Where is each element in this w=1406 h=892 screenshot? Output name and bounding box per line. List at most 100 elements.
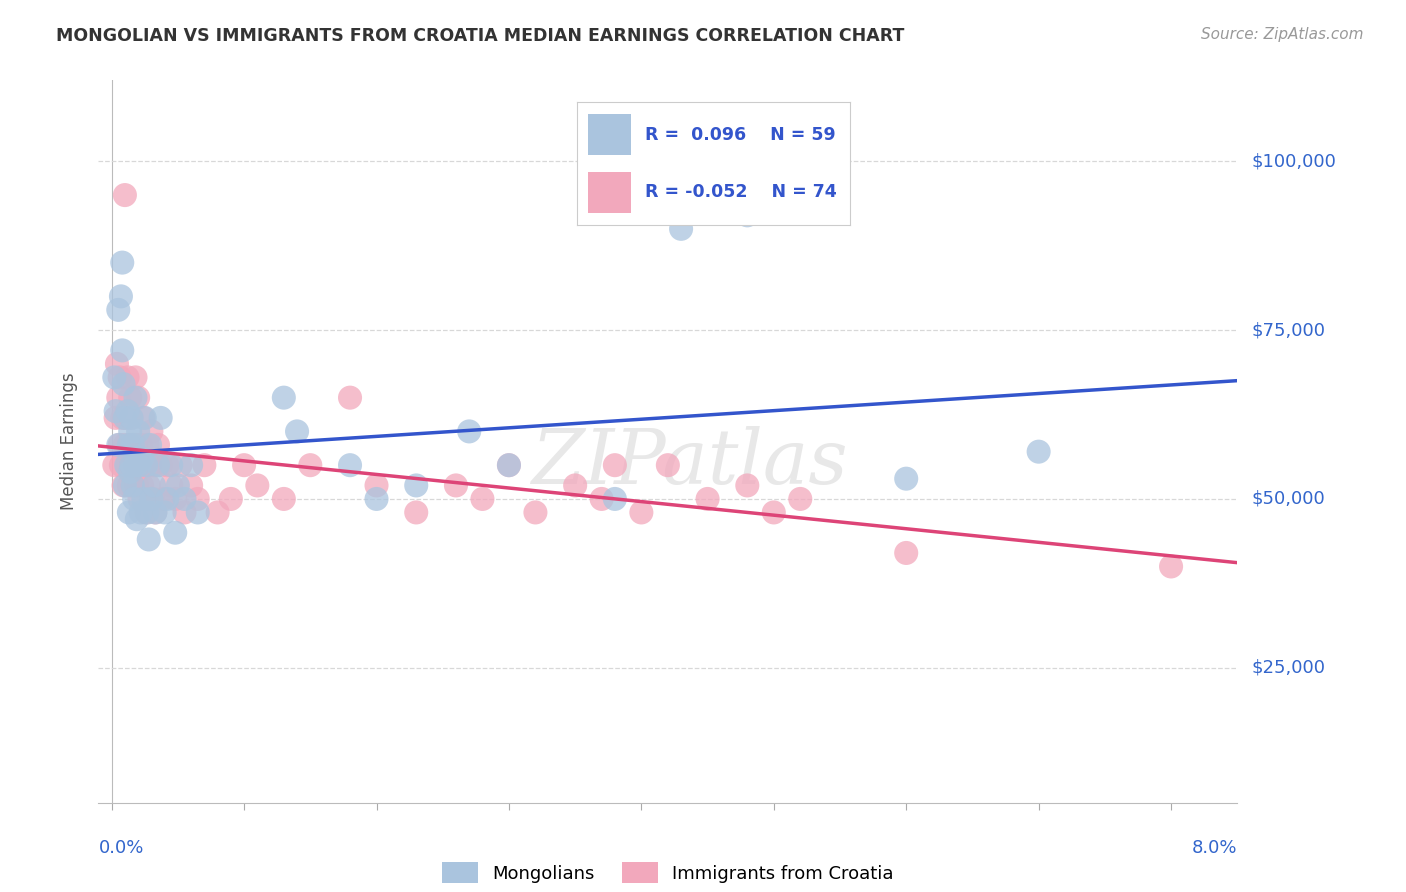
Point [104,411,127,425]
Point [124,370,146,384]
Point [121,438,143,452]
Point [118,505,141,519]
Point [107,391,129,405]
Point [152,491,174,506]
Point [114,438,136,452]
Point [339,391,361,405]
Point [139,438,162,452]
Point [105,357,128,371]
Point [111,411,134,425]
Point [139,458,162,472]
Point [219,491,242,506]
Point [524,505,547,519]
Point [134,458,156,472]
Point [121,458,143,472]
Text: 0.0%: 0.0% [98,838,143,857]
Point [131,451,153,466]
Point [603,491,626,506]
Point [896,546,918,560]
Point [117,404,139,418]
Point [121,411,143,425]
Point [112,377,135,392]
Point [111,255,134,269]
Text: MONGOLIAN VS IMMIGRANTS FROM CROATIA MEDIAN EARNINGS CORRELATION CHART: MONGOLIAN VS IMMIGRANTS FROM CROATIA MED… [56,27,904,45]
Point [233,458,256,472]
Point [789,491,811,506]
Point [444,478,467,492]
Point [114,188,136,202]
Point [132,411,155,425]
Point [603,458,626,472]
Point [136,505,159,519]
Point [108,370,131,384]
Point [111,343,134,358]
Point [141,491,163,506]
Point [120,465,142,479]
Point [169,458,191,472]
Legend: Mongolians, Immigrants from Croatia: Mongolians, Immigrants from Croatia [434,855,901,890]
Point [108,438,131,452]
Point [124,458,146,472]
Point [285,425,308,439]
Text: $100,000: $100,000 [1251,153,1336,170]
Point [591,491,613,506]
Point [132,491,155,506]
Point [498,458,520,472]
Point [145,505,166,519]
Point [187,491,209,506]
Point [405,478,427,492]
Point [1160,559,1182,574]
Point [120,438,142,452]
Point [117,370,139,384]
Point [127,425,149,439]
Point [498,458,520,472]
Point [104,404,127,418]
Point [153,505,176,519]
Point [129,505,152,519]
Point [180,458,202,472]
Text: 8.0%: 8.0% [1192,838,1237,857]
Point [135,458,157,472]
Point [180,478,202,492]
Point [114,478,136,492]
Point [120,425,142,439]
Point [118,438,141,452]
Point [187,505,209,519]
Point [657,458,679,472]
Point [107,302,129,317]
Point [121,411,143,425]
Point [762,505,785,519]
Point [114,411,136,425]
Point [366,491,388,506]
Point [120,391,142,405]
Point [737,478,759,492]
Point [339,458,361,472]
Point [471,491,494,506]
Point [127,391,149,405]
Point [122,458,145,472]
Point [107,438,129,452]
Point [564,478,586,492]
Point [134,411,156,425]
Point [160,478,183,492]
Point [165,525,187,540]
Point [117,458,139,472]
Point [173,505,195,519]
Point [141,425,163,439]
Point [143,458,166,472]
Point [146,438,169,452]
Point [458,425,481,439]
Point [145,505,166,519]
Point [112,478,135,492]
Point [131,478,153,492]
Point [127,458,149,472]
Point [207,505,229,519]
Point [135,505,157,519]
Point [165,491,187,506]
Point [125,512,148,526]
Point [125,478,148,492]
Point [246,478,269,492]
Point [138,533,160,547]
Point [669,222,692,236]
Point [124,438,146,452]
